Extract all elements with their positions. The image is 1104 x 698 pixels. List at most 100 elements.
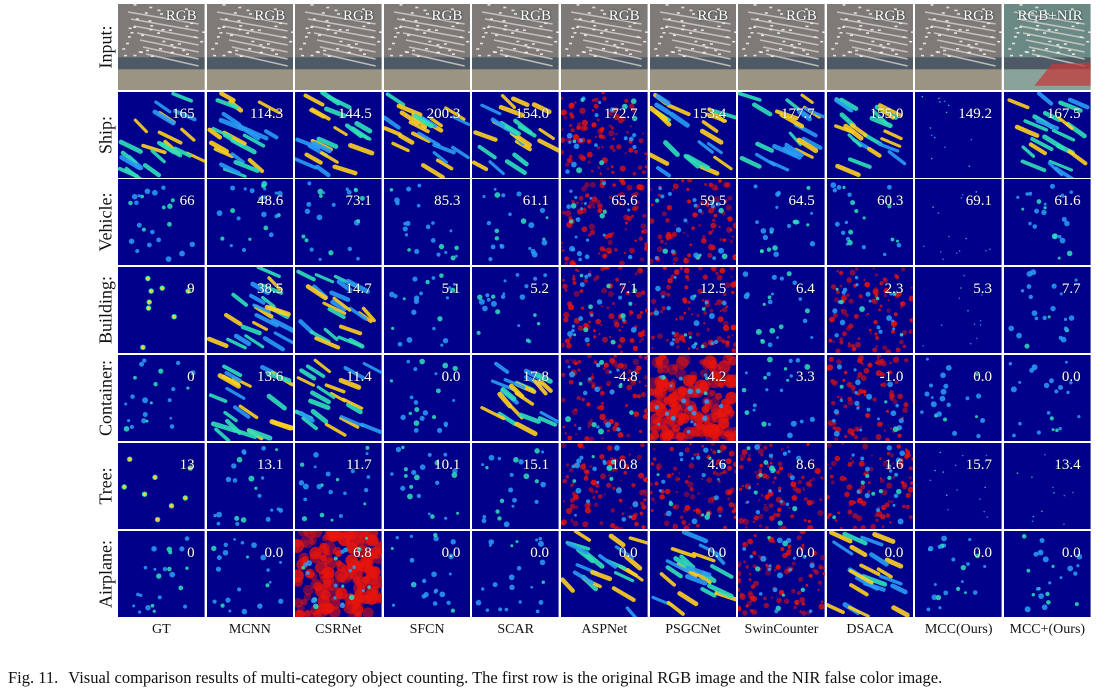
count-value: 0.0	[796, 545, 815, 561]
density-map: 5.1	[383, 267, 471, 353]
count-value: 3.3	[796, 369, 815, 385]
density-map: 6.4	[738, 267, 825, 353]
density-map: 0.0	[738, 531, 825, 617]
density-map: 11.4	[295, 355, 382, 441]
count-value: 69.1	[965, 193, 992, 209]
density-map: 0.0	[561, 531, 648, 617]
count-value: 154.0	[515, 106, 549, 122]
density-map: 73.1	[295, 179, 382, 265]
count-value: 13.4	[1054, 457, 1081, 473]
density-map: 5.3	[915, 267, 1002, 353]
count-value: 13.6	[256, 369, 284, 385]
density-map: 69.1	[915, 179, 1002, 265]
density-map: 0.0	[649, 531, 737, 617]
count-value: 4.2	[707, 369, 727, 385]
input-image: RGB	[561, 4, 648, 90]
count-value: 61.6	[1054, 193, 1081, 209]
density-map: 65.6	[561, 179, 648, 265]
input-type-label: RGB	[520, 8, 551, 24]
input-image: RGB	[472, 4, 559, 90]
input-image: RGB	[649, 4, 737, 90]
input-image: RGB	[206, 4, 294, 90]
count-value: 165	[172, 106, 195, 122]
method-label: DSACA	[846, 622, 894, 637]
count-value: 59.5	[699, 193, 727, 209]
count-value: 15.1	[522, 457, 549, 473]
density-map: 200.3	[383, 92, 471, 178]
density-map: -1.0	[826, 355, 914, 441]
input-type-label: RGB	[697, 8, 729, 24]
count-value: 172.7	[603, 106, 638, 122]
count-value: 11.4	[346, 369, 372, 385]
density-map: 1.6	[826, 443, 914, 529]
density-map: 48.6	[206, 179, 294, 265]
count-value: 5.2	[530, 281, 549, 297]
density-map: 0.0	[1004, 531, 1091, 617]
figure-caption: Fig. 11. Visual comparison results of mul…	[8, 668, 1098, 688]
count-value: 0.0	[973, 545, 992, 561]
density-map: 0.0	[383, 355, 471, 441]
count-value: 5.3	[973, 281, 992, 297]
density-map: 4.6	[649, 443, 737, 529]
input-image: RGB+NIR	[1004, 4, 1091, 90]
count-value: 5.1	[441, 281, 461, 297]
density-map: 9	[118, 267, 205, 353]
count-value: 73.1	[345, 193, 372, 209]
method-label: MCC(Ours)	[924, 622, 993, 637]
method-label: PSGCNet	[665, 622, 721, 637]
density-map: 3.3	[738, 355, 825, 441]
density-map: 155.0	[826, 92, 914, 178]
input-type-label: RGB	[785, 8, 817, 24]
count-value: 15.7	[965, 457, 992, 473]
input-type-label: RGB	[874, 8, 906, 24]
count-value: 12.5	[699, 281, 727, 297]
count-value: 0.0	[618, 545, 638, 561]
input-type-label: RGB	[431, 8, 463, 24]
density-map: 7.7	[1004, 267, 1091, 353]
count-value: 0.0	[1061, 369, 1081, 385]
count-value: 0.0	[441, 369, 461, 385]
density-map: 64.5	[738, 179, 825, 265]
method-label: SCAR	[497, 622, 534, 637]
density-map: 177.7	[738, 92, 825, 178]
count-value: 2.3	[884, 281, 904, 297]
count-value: 14.7	[345, 281, 372, 297]
count-value: 0	[187, 545, 195, 561]
count-value: 38.5	[256, 281, 284, 297]
count-value: 48.6	[256, 193, 284, 209]
count-value: 7.1	[618, 281, 638, 297]
method-label: SwinCounter	[744, 622, 819, 637]
method-label: ASPNet	[581, 622, 628, 637]
density-map: 0	[118, 355, 205, 441]
density-map: 0.0	[915, 355, 1002, 441]
density-map: 4.2	[649, 355, 737, 441]
density-map: 165	[118, 92, 205, 178]
input-type-label: RGB	[254, 8, 286, 24]
method-label: MCNN	[228, 622, 271, 637]
density-map: 59.5	[649, 179, 737, 265]
density-map: 61.1	[472, 179, 559, 265]
density-map: 0.0	[472, 531, 559, 617]
density-map: 172.7	[561, 92, 648, 178]
input-type-label: RGB	[342, 8, 374, 24]
count-value: 11.7	[346, 457, 372, 473]
count-value: -1.0	[879, 369, 904, 385]
density-map: 144.5	[295, 92, 382, 178]
density-map: 85.3	[383, 179, 471, 265]
count-value: 61.1	[522, 193, 549, 209]
count-value: 114.3	[249, 106, 284, 122]
count-value: 0.0	[530, 545, 549, 561]
density-map: 14.7	[295, 267, 382, 353]
count-value: 13.1	[256, 457, 284, 473]
count-value: 9	[187, 281, 195, 297]
count-value: 1.6	[884, 457, 904, 473]
count-value: 0.0	[441, 545, 461, 561]
density-map: -4.8	[561, 355, 648, 441]
density-map: 11.7	[295, 443, 382, 529]
input-type-label: RGB	[165, 8, 197, 24]
density-map: 15.1	[472, 443, 559, 529]
density-map: 17.8	[472, 355, 559, 441]
count-value: 153.4	[692, 106, 727, 122]
method-label: SFCN	[409, 622, 445, 637]
density-map: 153.4	[649, 92, 737, 178]
